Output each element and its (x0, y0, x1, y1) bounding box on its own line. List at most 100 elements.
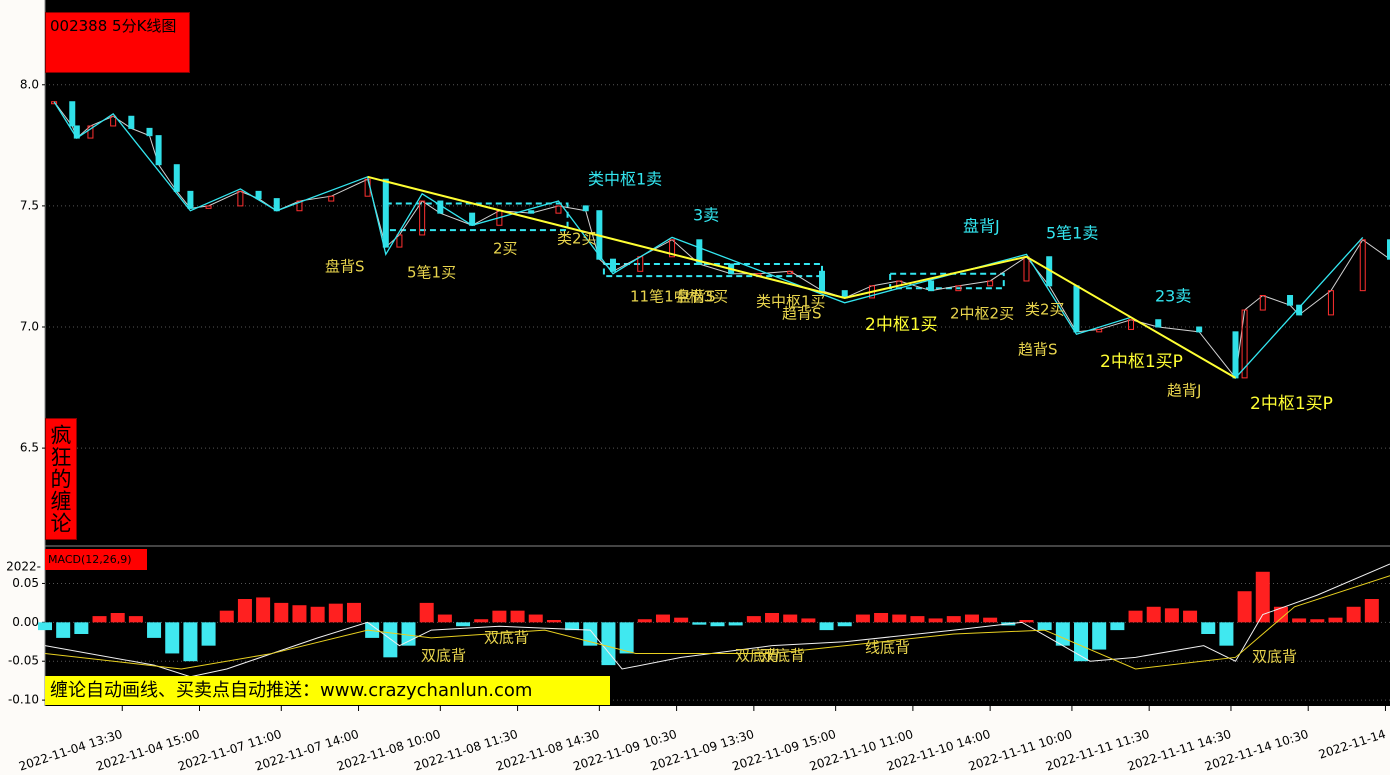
macd-bar (128, 616, 143, 623)
macd-bar (201, 622, 216, 646)
macd-bar (292, 605, 307, 623)
macd-bar (419, 602, 434, 623)
annotation: 线底背 (865, 639, 910, 657)
macd-bar (1019, 620, 1034, 623)
annotation: 2中枢2买 (950, 305, 1014, 323)
annotation: 双底背 (1252, 648, 1297, 666)
price-candle (396, 234, 403, 248)
segment-line (367, 175, 1237, 379)
dea-line (44, 575, 1390, 670)
macd-bar (1055, 622, 1070, 646)
macd-bar (1310, 619, 1325, 623)
macd-bar (692, 622, 707, 625)
macd-bar (783, 614, 798, 623)
price-candle (205, 205, 212, 209)
macd-bar (110, 613, 125, 623)
macd-bar (92, 616, 107, 623)
price-candle (237, 190, 244, 207)
macd-bar (801, 618, 816, 623)
price-candle (187, 190, 194, 209)
annotation: 5笔1买 (407, 264, 456, 282)
annotation: 2中枢1买 (865, 315, 938, 335)
annotation: 类2买 (1025, 301, 1065, 319)
price-candle (669, 239, 676, 258)
annotation: 双底背 (421, 647, 466, 665)
price-candle (155, 135, 162, 166)
price-candle (819, 270, 826, 292)
macd-bar (728, 622, 743, 626)
y-tick-label: -0.05 (8, 654, 39, 668)
price-candle (1073, 285, 1080, 333)
annotation: 3卖 (693, 206, 719, 225)
macd-bar (346, 602, 361, 623)
macd-bar (946, 616, 961, 623)
chart-title: 002388 5分K线图 (45, 12, 190, 73)
price-candle (1241, 309, 1248, 379)
price-candle (419, 200, 426, 236)
macd-bar (1237, 591, 1252, 623)
macd-bar (1092, 622, 1107, 650)
macd-bar (765, 613, 780, 623)
price-candle (1196, 326, 1203, 333)
macd-bar (310, 606, 325, 623)
annotation: 2中枢1买P (1250, 394, 1333, 414)
macd-bar (1255, 571, 1270, 623)
macd-bar (38, 622, 52, 631)
price-candle (987, 280, 994, 287)
price-candle (1287, 295, 1294, 306)
y-tick-label: 7.0 (20, 320, 39, 334)
price-candle (1359, 239, 1366, 292)
macd-bar (183, 622, 198, 662)
price-candle (555, 205, 562, 214)
macd-bar (165, 622, 180, 654)
bi-line (53, 101, 1364, 379)
macd-bar (1146, 606, 1161, 623)
price-candle (255, 190, 262, 200)
macd-bar (365, 622, 380, 638)
annotation: 盘背S (325, 258, 365, 276)
macd-bar (1110, 622, 1125, 631)
price-line (53, 101, 1390, 380)
price-candle (173, 164, 180, 192)
annotation: 2买 (493, 240, 518, 258)
macd-bar (274, 602, 289, 623)
price-candle (1259, 295, 1266, 311)
macd-bar (437, 614, 452, 623)
macd-bar (456, 622, 471, 627)
x-tick-label: 2022-11-14 (1317, 727, 1388, 762)
annotation: 双底背 (735, 647, 780, 665)
y-tick-label: 0.00 (12, 615, 39, 629)
annotation: 类2买 (557, 230, 597, 248)
price-candle (955, 285, 962, 292)
price-candle (146, 127, 153, 137)
macd-bar (528, 614, 543, 623)
macd-bar (219, 610, 234, 623)
dif-line (44, 563, 1390, 678)
plot-background (45, 0, 1390, 706)
price-candle (928, 280, 935, 292)
y-tick-label: 7.5 (20, 198, 39, 212)
annotation: 类中枢1买 (756, 293, 826, 311)
annotation: 11笔1中枢3买 (630, 288, 728, 306)
macd-bar (565, 622, 580, 631)
annotation: 双底背 (760, 647, 805, 665)
macd-bar (1074, 622, 1089, 662)
macd-bar (583, 622, 598, 646)
side-label: 疯狂的缠论 (45, 418, 77, 540)
macd-bar (619, 622, 634, 654)
macd-bar (1128, 610, 1143, 623)
price-candle (1327, 290, 1334, 316)
macd-bar (601, 622, 616, 666)
y-tick-label: -0.10 (8, 693, 39, 707)
macd-bar (510, 610, 525, 623)
macd-bar (655, 614, 670, 623)
macd-bar (964, 614, 979, 623)
macd-bar (674, 617, 689, 623)
macd-bar (819, 622, 834, 631)
annotation: 5笔1卖 (1046, 224, 1098, 243)
annotation: 趋背J (1167, 382, 1201, 400)
macd-bar (1183, 610, 1198, 623)
annotation: 盘背J (963, 217, 1000, 236)
annotation: 类中枢1卖 (588, 170, 662, 189)
